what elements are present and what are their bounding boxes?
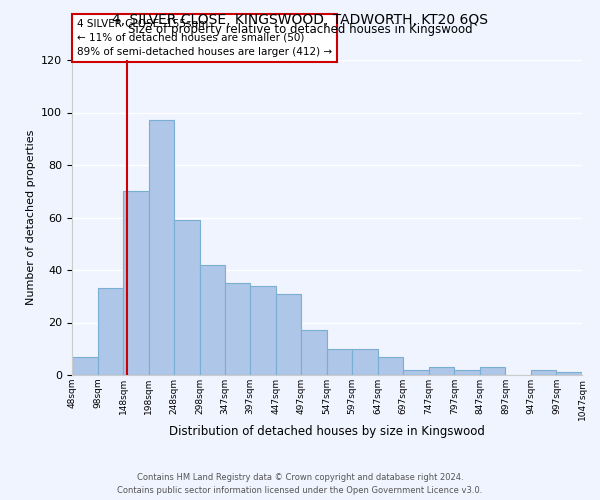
Bar [480, 367, 505, 375]
Bar [327, 349, 352, 375]
Bar [98, 288, 123, 375]
Bar [200, 265, 224, 375]
Bar [378, 356, 403, 375]
X-axis label: Distribution of detached houses by size in Kingswood: Distribution of detached houses by size … [169, 426, 485, 438]
Bar [250, 286, 275, 375]
Bar [123, 191, 149, 375]
Bar [403, 370, 429, 375]
Bar [454, 370, 480, 375]
Bar [149, 120, 174, 375]
Y-axis label: Number of detached properties: Number of detached properties [26, 130, 35, 305]
Bar [531, 370, 556, 375]
Bar [301, 330, 327, 375]
Bar [224, 283, 250, 375]
Bar [72, 356, 98, 375]
Bar [556, 372, 582, 375]
Text: Size of property relative to detached houses in Kingswood: Size of property relative to detached ho… [128, 22, 472, 36]
Text: Contains HM Land Registry data © Crown copyright and database right 2024.
Contai: Contains HM Land Registry data © Crown c… [118, 474, 482, 495]
Bar [275, 294, 301, 375]
Bar [429, 367, 454, 375]
Text: 4 SILVER CLOSE: 155sqm
← 11% of detached houses are smaller (50)
89% of semi-det: 4 SILVER CLOSE: 155sqm ← 11% of detached… [77, 19, 332, 57]
Bar [352, 349, 378, 375]
Bar [174, 220, 200, 375]
Text: 4, SILVER CLOSE, KINGSWOOD, TADWORTH, KT20 6QS: 4, SILVER CLOSE, KINGSWOOD, TADWORTH, KT… [112, 12, 488, 26]
